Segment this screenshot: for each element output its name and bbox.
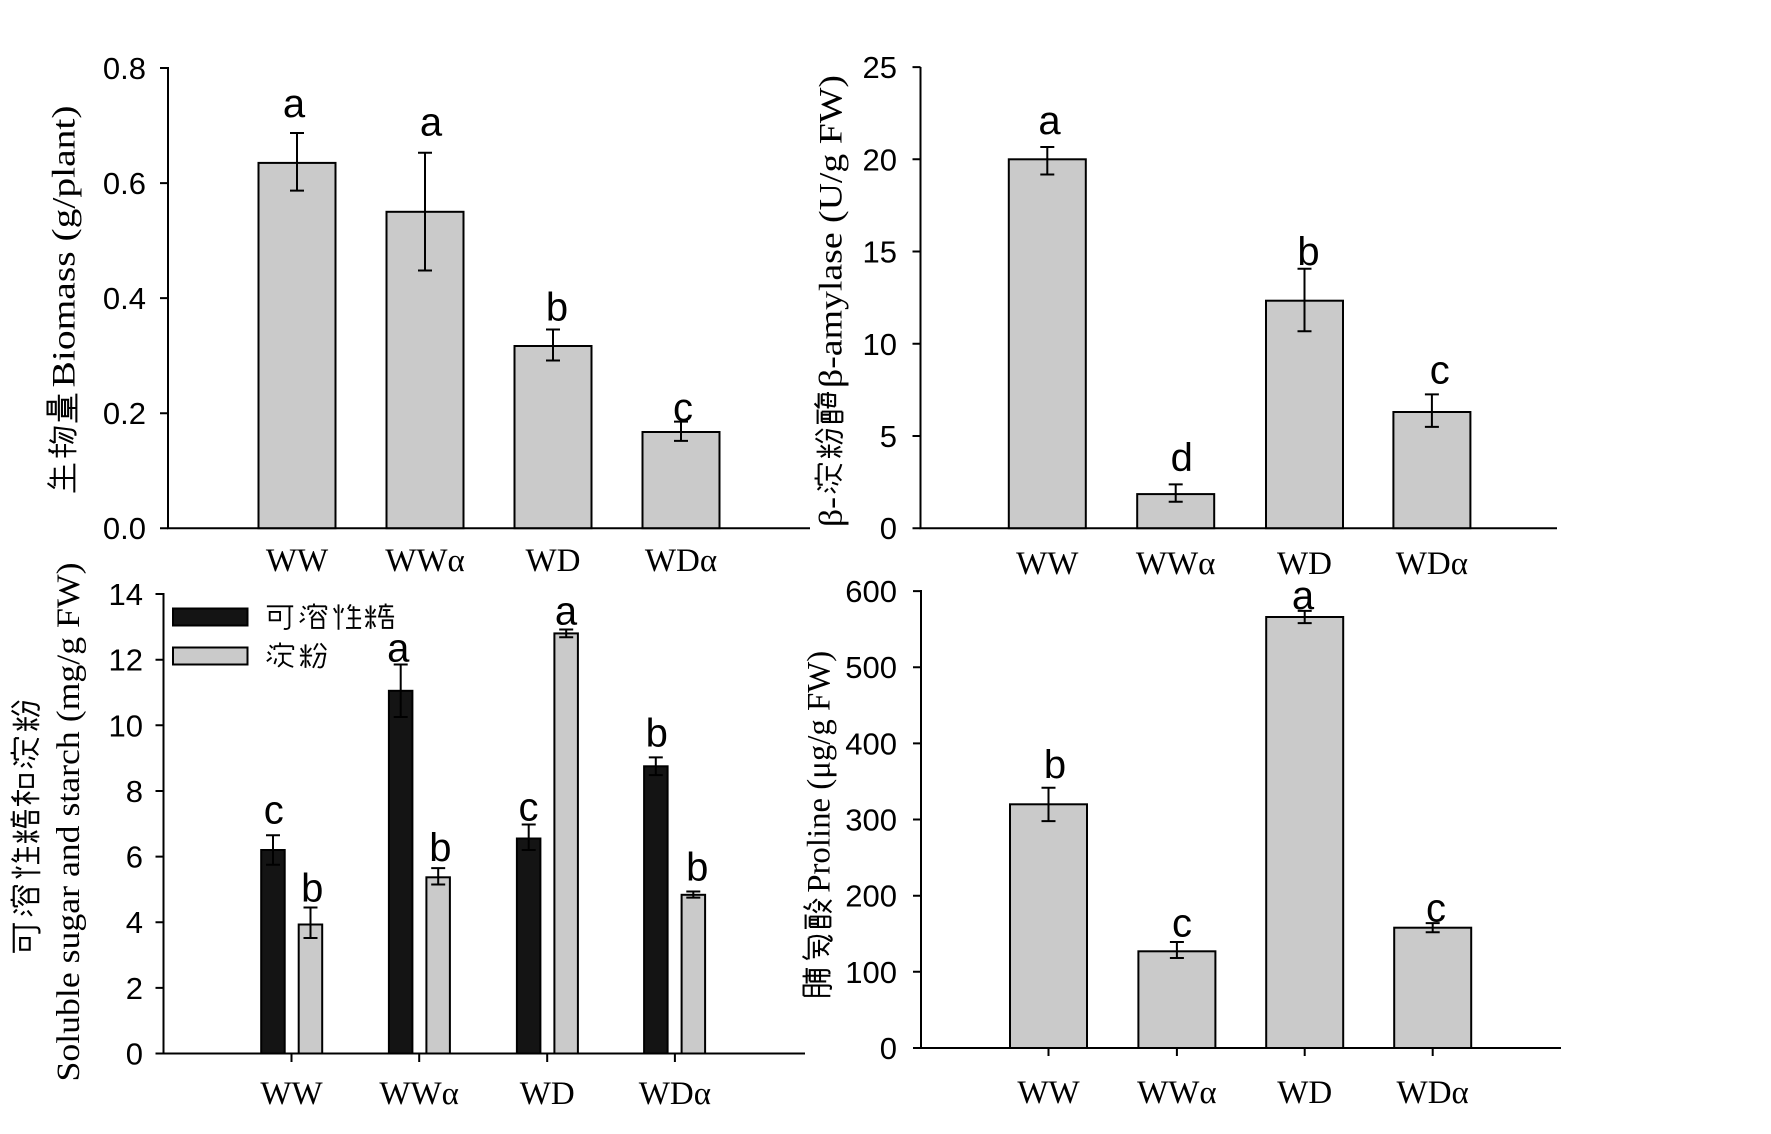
svg-text:WW: WW bbox=[260, 1076, 323, 1112]
svg-text:Soluble sugar and starch (mg/g: Soluble sugar and starch (mg/g FW) bbox=[51, 563, 87, 1082]
svg-text:12: 12 bbox=[109, 643, 143, 678]
svg-text:WDα: WDα bbox=[1396, 546, 1468, 582]
svg-text:β-amylase (U/g FW): β-amylase (U/g FW) bbox=[814, 75, 850, 388]
svg-text:a: a bbox=[283, 82, 306, 126]
svg-text:Biomass (g/plant): Biomass (g/plant) bbox=[47, 106, 83, 388]
svg-text:WDα: WDα bbox=[639, 1076, 711, 1112]
svg-text:0: 0 bbox=[880, 1031, 897, 1066]
svg-text:β-: β- bbox=[814, 497, 850, 527]
svg-text:WD: WD bbox=[526, 543, 581, 579]
svg-text:a: a bbox=[555, 590, 578, 634]
svg-text:0.6: 0.6 bbox=[103, 166, 146, 201]
svg-text:0: 0 bbox=[880, 511, 897, 546]
svg-text:WWα: WWα bbox=[385, 543, 465, 579]
svg-text:c: c bbox=[264, 789, 284, 833]
svg-text:0.0: 0.0 bbox=[103, 511, 146, 546]
svg-text:400: 400 bbox=[845, 726, 897, 761]
svg-text:b: b bbox=[1044, 743, 1066, 787]
svg-text:500: 500 bbox=[845, 650, 897, 685]
svg-text:WW: WW bbox=[1016, 546, 1079, 582]
svg-text:600: 600 bbox=[845, 574, 897, 609]
svg-text:WW: WW bbox=[1017, 1075, 1080, 1111]
svg-text:25: 25 bbox=[863, 50, 897, 85]
svg-text:8: 8 bbox=[126, 774, 143, 809]
svg-text:10: 10 bbox=[109, 708, 143, 743]
svg-text:200: 200 bbox=[845, 879, 897, 914]
svg-text:b: b bbox=[301, 866, 323, 910]
svg-text:WDα: WDα bbox=[645, 543, 717, 579]
svg-text:c: c bbox=[673, 386, 693, 430]
svg-text:300: 300 bbox=[845, 803, 897, 838]
svg-text:WD: WD bbox=[520, 1076, 575, 1112]
svg-text:b: b bbox=[429, 826, 451, 870]
svg-text:b: b bbox=[686, 846, 708, 890]
svg-text:WWα: WWα bbox=[1137, 1075, 1217, 1111]
svg-text:5: 5 bbox=[880, 419, 897, 454]
svg-text:c: c bbox=[1430, 348, 1450, 392]
svg-text:6: 6 bbox=[126, 840, 143, 875]
svg-text:c: c bbox=[1172, 902, 1192, 946]
svg-text:0.2: 0.2 bbox=[103, 396, 146, 431]
svg-text:a: a bbox=[387, 627, 410, 671]
svg-text:c: c bbox=[1426, 887, 1446, 931]
svg-text:2: 2 bbox=[126, 971, 143, 1006]
svg-text:20: 20 bbox=[863, 142, 897, 177]
svg-text:d: d bbox=[1171, 436, 1193, 480]
svg-text:0.8: 0.8 bbox=[103, 51, 146, 86]
svg-text:4: 4 bbox=[126, 905, 143, 940]
svg-text:0: 0 bbox=[126, 1037, 143, 1072]
svg-text:WWα: WWα bbox=[1136, 546, 1216, 582]
svg-text:WD: WD bbox=[1277, 546, 1332, 582]
svg-text:b: b bbox=[1297, 230, 1319, 274]
svg-text:WDα: WDα bbox=[1397, 1075, 1469, 1111]
svg-text:WWα: WWα bbox=[379, 1076, 459, 1112]
svg-text:Proline (μg/g FW): Proline (μg/g FW) bbox=[802, 651, 838, 893]
svg-text:15: 15 bbox=[863, 235, 897, 270]
svg-text:a: a bbox=[420, 101, 443, 145]
svg-text:b: b bbox=[646, 711, 668, 755]
svg-text:100: 100 bbox=[845, 955, 897, 990]
svg-text:WD: WD bbox=[1277, 1075, 1332, 1111]
svg-text:b: b bbox=[546, 285, 568, 329]
svg-text:0.4: 0.4 bbox=[103, 281, 146, 316]
svg-text:c: c bbox=[519, 786, 539, 830]
svg-text:a: a bbox=[1292, 574, 1315, 618]
svg-text:14: 14 bbox=[109, 577, 143, 612]
svg-text:WW: WW bbox=[266, 543, 329, 579]
svg-text:10: 10 bbox=[863, 327, 897, 362]
svg-text:a: a bbox=[1038, 99, 1061, 143]
